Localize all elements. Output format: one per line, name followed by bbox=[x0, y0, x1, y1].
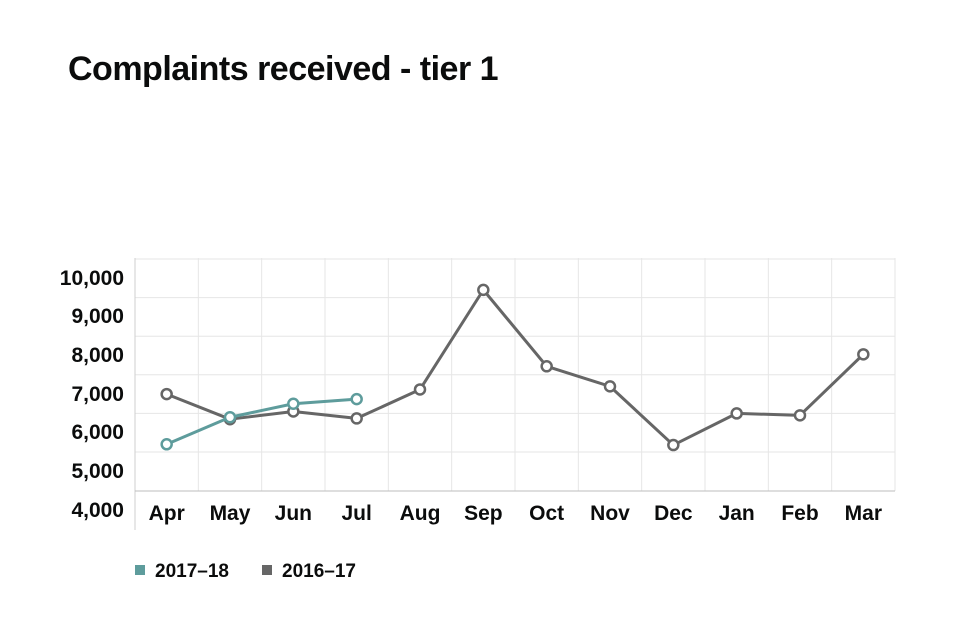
data-point bbox=[352, 413, 362, 423]
x-tick-label: Mar bbox=[845, 502, 882, 525]
x-tick-label: Nov bbox=[590, 502, 630, 525]
x-tick-label: Jul bbox=[341, 502, 371, 525]
y-tick-label: 8,000 bbox=[71, 344, 124, 367]
x-tick-label: Aug bbox=[400, 502, 441, 525]
y-tick-label: 5,000 bbox=[71, 460, 124, 483]
data-point bbox=[478, 285, 488, 295]
legend-swatch bbox=[135, 565, 145, 575]
x-tick-labels: Apr May Jun Jul Aug Sep Oct Nov Dec Jan Feb Mar bbox=[149, 502, 882, 525]
data-point bbox=[732, 408, 742, 418]
data-point bbox=[288, 399, 298, 409]
data-point bbox=[162, 389, 172, 399]
y-tick-label: 7,000 bbox=[71, 383, 124, 406]
data-point bbox=[668, 440, 678, 450]
data-point bbox=[542, 361, 552, 371]
data-point bbox=[605, 381, 615, 391]
x-tick-label: Sep bbox=[464, 502, 503, 525]
x-tick-label: Dec bbox=[654, 502, 693, 525]
legend: 2017–18 2016–17 bbox=[135, 561, 356, 582]
grid bbox=[135, 258, 895, 491]
x-tick-label: Apr bbox=[149, 502, 185, 525]
y-tick-label: 6,000 bbox=[71, 421, 124, 444]
y-tick-label: 9,000 bbox=[71, 305, 124, 328]
data-point bbox=[162, 439, 172, 449]
data-point bbox=[795, 410, 805, 420]
x-tick-label: Feb bbox=[781, 502, 818, 525]
y-tick-label: 4,000 bbox=[71, 499, 124, 522]
data-point bbox=[858, 349, 868, 359]
data-point bbox=[225, 412, 235, 422]
x-tick-label: Jun bbox=[275, 502, 312, 525]
legend-label: 2017–18 bbox=[155, 561, 229, 582]
x-tick-label: May bbox=[210, 502, 251, 525]
data-point bbox=[415, 384, 425, 394]
legend-swatch bbox=[262, 565, 272, 575]
legend-label: 2016–17 bbox=[282, 561, 356, 582]
y-tick-labels: 4,000 5,000 6,000 7,000 8,000 9,000 10,000 bbox=[60, 267, 124, 522]
data-point bbox=[352, 394, 362, 404]
x-tick-label: Oct bbox=[529, 502, 564, 525]
y-tick-label: 10,000 bbox=[60, 267, 124, 290]
x-tick-label: Jan bbox=[719, 502, 755, 525]
